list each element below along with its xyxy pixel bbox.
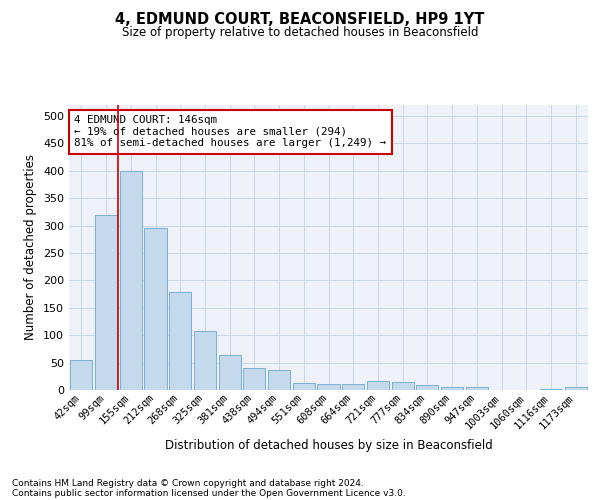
Bar: [194, 332, 216, 390]
Bar: [169, 292, 191, 390]
Bar: [119, 171, 142, 390]
Y-axis label: Number of detached properties: Number of detached properties: [25, 154, 37, 340]
Text: Contains HM Land Registry data © Crown copyright and database right 2024.: Contains HM Land Registry data © Crown c…: [12, 478, 364, 488]
Text: 4, EDMUND COURT, BEACONSFIELD, HP9 1YT: 4, EDMUND COURT, BEACONSFIELD, HP9 1YT: [115, 12, 485, 28]
Bar: [145, 228, 167, 390]
Bar: [416, 385, 439, 390]
Bar: [243, 368, 265, 390]
Bar: [268, 370, 290, 390]
Bar: [342, 384, 364, 390]
Bar: [95, 214, 117, 390]
Bar: [367, 381, 389, 390]
Bar: [317, 384, 340, 390]
Text: Size of property relative to detached houses in Beaconsfield: Size of property relative to detached ho…: [122, 26, 478, 39]
Bar: [70, 360, 92, 390]
Text: 4 EDMUND COURT: 146sqm
← 19% of detached houses are smaller (294)
81% of semi-de: 4 EDMUND COURT: 146sqm ← 19% of detached…: [74, 115, 386, 148]
Bar: [540, 389, 562, 390]
Bar: [392, 382, 414, 390]
X-axis label: Distribution of detached houses by size in Beaconsfield: Distribution of detached houses by size …: [164, 439, 493, 452]
Bar: [565, 386, 587, 390]
Text: Contains public sector information licensed under the Open Government Licence v3: Contains public sector information licen…: [12, 488, 406, 498]
Bar: [218, 356, 241, 390]
Bar: [293, 384, 315, 390]
Bar: [466, 388, 488, 390]
Bar: [441, 388, 463, 390]
